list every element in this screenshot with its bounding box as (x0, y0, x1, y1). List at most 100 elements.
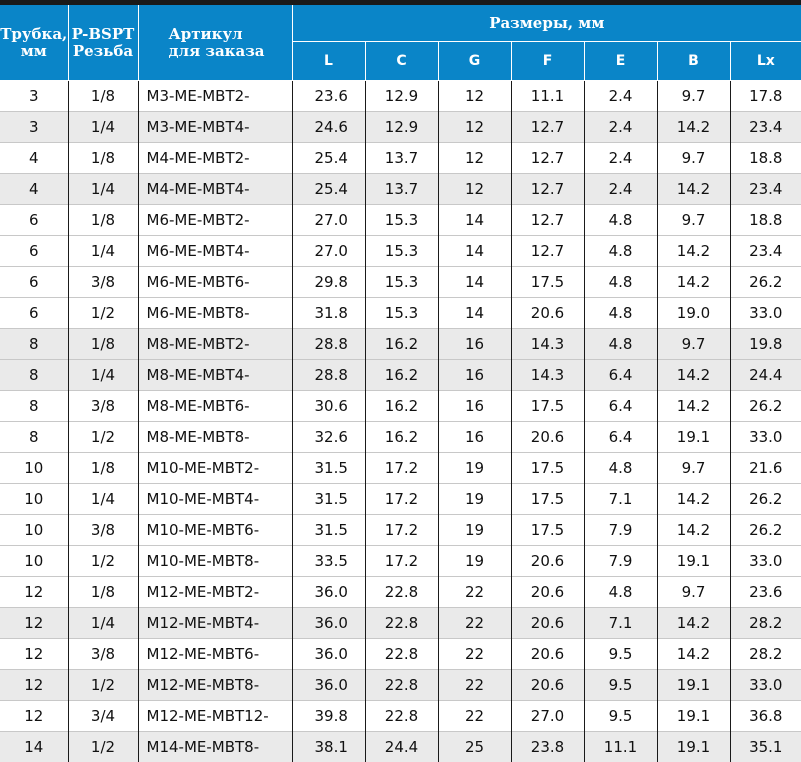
cell-l: 32.6 (292, 422, 365, 453)
cell-b: 19.1 (657, 732, 730, 762)
cell-tube: 12 (0, 639, 68, 670)
cell-b: 9.7 (657, 143, 730, 174)
header-tube: Трубка, мм (0, 5, 68, 81)
cell-thread: 3/8 (68, 515, 138, 546)
header-article: Артикул для заказа (138, 5, 292, 81)
cell-e: 9.5 (584, 701, 657, 732)
header-thread: P-BSPT Резьба (68, 5, 138, 81)
cell-thread: 1/2 (68, 670, 138, 701)
cell-g: 16 (438, 391, 511, 422)
cell-b: 14.2 (657, 360, 730, 391)
cell-g: 22 (438, 608, 511, 639)
cell-l: 23.6 (292, 81, 365, 112)
cell-article: M12-ME-MBT8- (138, 670, 292, 701)
cell-g: 22 (438, 639, 511, 670)
cell-b: 19.1 (657, 546, 730, 577)
cell-thread: 3/4 (68, 701, 138, 732)
cell-l: 27.0 (292, 236, 365, 267)
cell-lx: 23.4 (730, 112, 801, 143)
header-dim-g: G (438, 42, 511, 81)
cell-f: 17.5 (511, 515, 584, 546)
cell-g: 16 (438, 329, 511, 360)
cell-b: 9.7 (657, 205, 730, 236)
cell-e: 9.5 (584, 639, 657, 670)
cell-article: M6-ME-MBT8- (138, 298, 292, 329)
cell-f: 12.7 (511, 205, 584, 236)
cell-g: 14 (438, 267, 511, 298)
cell-b: 14.2 (657, 515, 730, 546)
cell-lx: 19.8 (730, 329, 801, 360)
cell-e: 2.4 (584, 174, 657, 205)
cell-c: 16.2 (365, 391, 438, 422)
cell-article: M6-ME-MBT2- (138, 205, 292, 236)
cell-tube: 12 (0, 670, 68, 701)
cell-tube: 8 (0, 422, 68, 453)
cell-g: 12 (438, 112, 511, 143)
cell-tube: 6 (0, 236, 68, 267)
cell-tube: 12 (0, 577, 68, 608)
cell-c: 22.8 (365, 639, 438, 670)
header-dim-l: L (292, 42, 365, 81)
cell-e: 2.4 (584, 112, 657, 143)
cell-g: 19 (438, 453, 511, 484)
cell-f: 20.6 (511, 577, 584, 608)
cell-b: 19.0 (657, 298, 730, 329)
cell-tube: 4 (0, 174, 68, 205)
cell-lx: 33.0 (730, 546, 801, 577)
cell-c: 17.2 (365, 453, 438, 484)
cell-b: 14.2 (657, 608, 730, 639)
cell-f: 14.3 (511, 329, 584, 360)
cell-f: 12.7 (511, 174, 584, 205)
cell-l: 25.4 (292, 174, 365, 205)
cell-article: M8-ME-MBT6- (138, 391, 292, 422)
cell-f: 23.8 (511, 732, 584, 762)
header-dimensions: Размеры, мм (292, 5, 801, 42)
cell-e: 4.8 (584, 298, 657, 329)
cell-l: 28.8 (292, 360, 365, 391)
cell-lx: 35.1 (730, 732, 801, 762)
cell-lx: 21.6 (730, 453, 801, 484)
header-thread-line1: P-BSPT (69, 26, 138, 43)
cell-c: 13.7 (365, 174, 438, 205)
cell-l: 36.0 (292, 577, 365, 608)
cell-thread: 1/2 (68, 732, 138, 762)
cell-thread: 1/4 (68, 112, 138, 143)
cell-b: 14.2 (657, 391, 730, 422)
cell-lx: 26.2 (730, 515, 801, 546)
cell-l: 28.8 (292, 329, 365, 360)
cell-f: 20.6 (511, 670, 584, 701)
cell-e: 7.9 (584, 515, 657, 546)
cell-article: M6-ME-MBT4- (138, 236, 292, 267)
cell-tube: 10 (0, 515, 68, 546)
cell-thread: 1/8 (68, 329, 138, 360)
cell-e: 6.4 (584, 391, 657, 422)
cell-g: 14 (438, 205, 511, 236)
cell-e: 4.8 (584, 577, 657, 608)
cell-f: 17.5 (511, 453, 584, 484)
cell-article: M4-ME-MBT2- (138, 143, 292, 174)
cell-f: 20.6 (511, 608, 584, 639)
cell-g: 19 (438, 546, 511, 577)
cell-tube: 3 (0, 112, 68, 143)
cell-g: 22 (438, 577, 511, 608)
cell-lx: 17.8 (730, 81, 801, 112)
cell-e: 4.8 (584, 267, 657, 298)
cell-article: M8-ME-MBT2- (138, 329, 292, 360)
cell-article: M4-ME-MBT4- (138, 174, 292, 205)
header-dim-f: F (511, 42, 584, 81)
cell-f: 12.7 (511, 143, 584, 174)
cell-thread: 1/8 (68, 81, 138, 112)
cell-c: 17.2 (365, 484, 438, 515)
cell-f: 17.5 (511, 267, 584, 298)
cell-l: 25.4 (292, 143, 365, 174)
cell-f: 27.0 (511, 701, 584, 732)
cell-l: 31.5 (292, 453, 365, 484)
cell-lx: 28.2 (730, 608, 801, 639)
cell-e: 6.4 (584, 360, 657, 391)
cell-article: M8-ME-MBT8- (138, 422, 292, 453)
